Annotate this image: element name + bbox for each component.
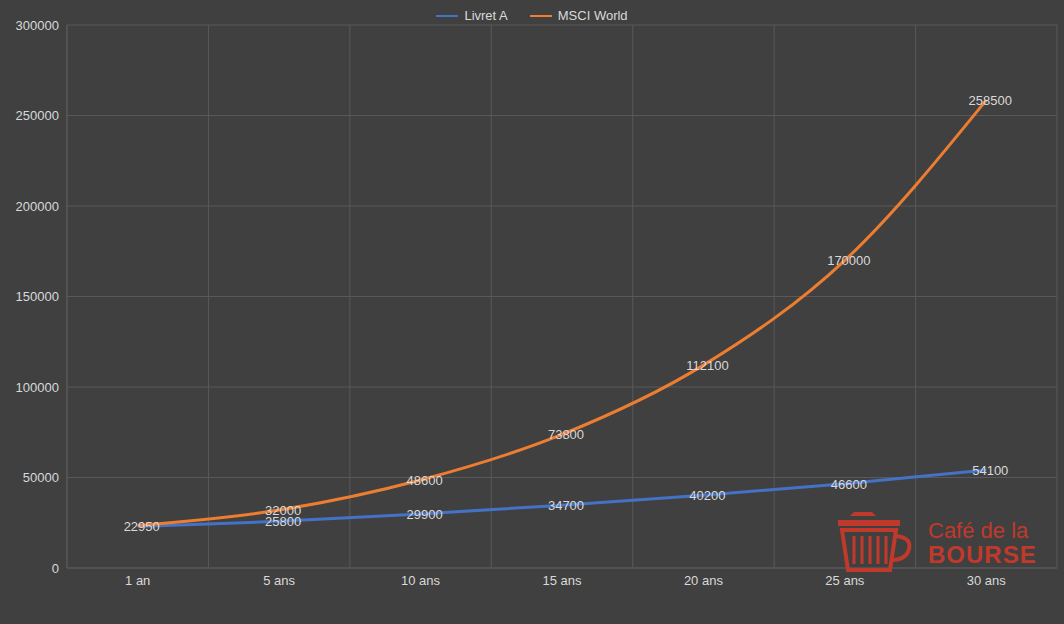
svg-text:300000: 300000 bbox=[16, 18, 59, 33]
html-text:BOURSE: BOURSE bbox=[928, 541, 1037, 568]
svg-text:54100: 54100 bbox=[972, 463, 1008, 478]
svg-text:46600: 46600 bbox=[831, 477, 867, 492]
svg-text:73800: 73800 bbox=[548, 427, 584, 442]
svg-text:15 ans: 15 ans bbox=[542, 573, 582, 588]
svg-text:20 ans: 20 ans bbox=[684, 573, 724, 588]
svg-text:40200: 40200 bbox=[689, 488, 725, 503]
svg-text:150000: 150000 bbox=[16, 289, 59, 304]
svg-text:112100: 112100 bbox=[686, 358, 728, 373]
svg-text:100000: 100000 bbox=[16, 380, 59, 395]
svg-text:22950: 22950 bbox=[124, 519, 160, 534]
svg-text:5 ans: 5 ans bbox=[263, 573, 295, 588]
svg-text:10 ans: 10 ans bbox=[401, 573, 441, 588]
svg-text:29900: 29900 bbox=[406, 507, 442, 522]
svg-text:25 ans: 25 ans bbox=[825, 573, 865, 588]
svg-text:250000: 250000 bbox=[16, 108, 59, 123]
svg-text:200000: 200000 bbox=[16, 199, 59, 214]
svg-text:34700: 34700 bbox=[548, 498, 584, 513]
svg-text:25800: 25800 bbox=[265, 514, 302, 530]
html-text:Café de la: Café de la bbox=[928, 517, 1029, 543]
svg-text:0: 0 bbox=[52, 561, 59, 576]
html-text:MSCI World: MSCI World bbox=[557, 8, 628, 23]
svg-text:48600: 48600 bbox=[406, 473, 442, 488]
svg-text:50000: 50000 bbox=[23, 470, 59, 485]
svg-text:258500: 258500 bbox=[969, 93, 1012, 108]
svg-text:32000: 32000 bbox=[265, 503, 301, 518]
svg-text:30 ans: 30 ans bbox=[967, 573, 1007, 588]
svg-text:1 an: 1 an bbox=[125, 573, 150, 588]
svg-text:170000: 170000 bbox=[827, 253, 870, 268]
html-text:Livret A: Livret A bbox=[464, 8, 508, 23]
